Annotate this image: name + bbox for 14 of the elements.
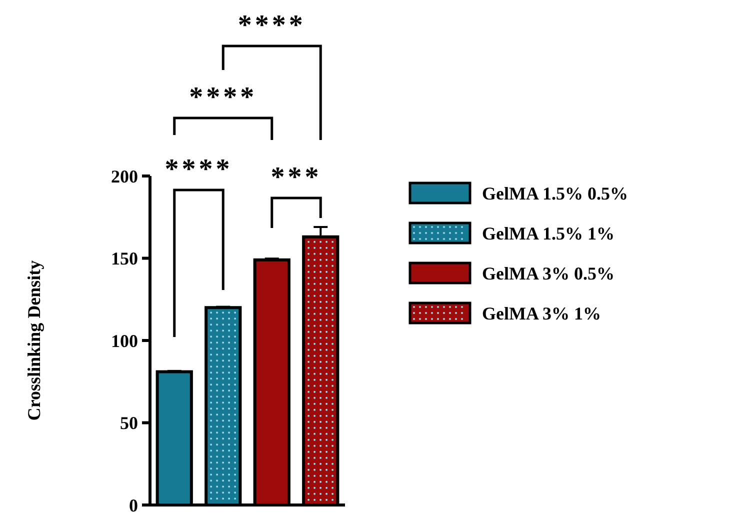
text: **** (189, 82, 258, 113)
y-tick-label: 200 (111, 166, 138, 186)
annotation: *** (270, 162, 322, 193)
y-tick-label: 50 (120, 413, 138, 434)
y-axis-title: Crosslinking Density (24, 260, 44, 421)
y-tick-label: 150 (111, 248, 138, 269)
y-tick-label: 0 (129, 495, 138, 516)
text: **** (238, 10, 306, 41)
legend-label: GelMA 1.5% 0.5% (482, 183, 628, 204)
legend-label: GelMA 1.5% 1% (482, 223, 614, 244)
legend-label: GelMA 3% 1% (482, 303, 601, 324)
legend-label: GelMA 3% 0.5% (482, 263, 614, 284)
y-tick-label: 100 (111, 330, 138, 351)
annotation: **** (164, 154, 233, 185)
